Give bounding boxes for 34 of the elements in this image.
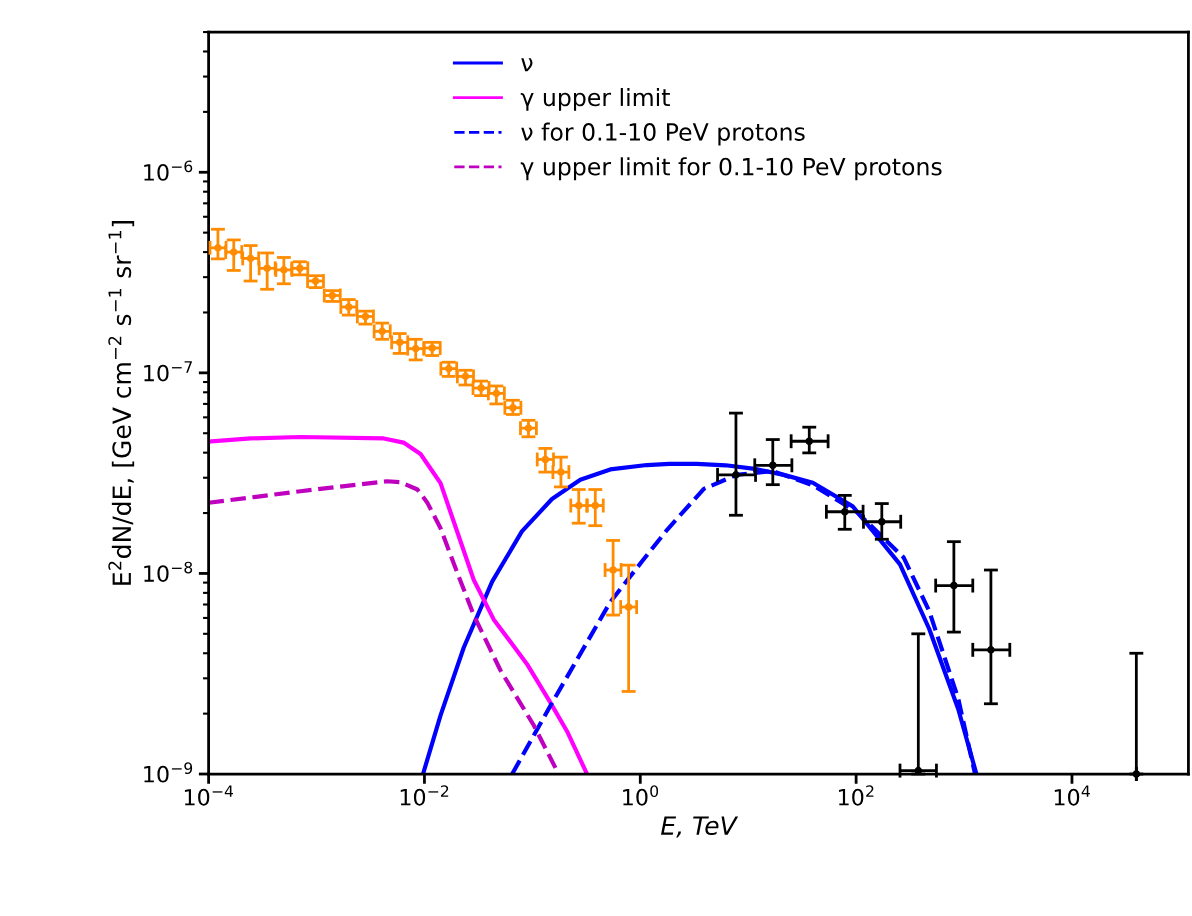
x-tick-label: 10$^{−2}$ (400, 785, 449, 806)
point (395, 338, 404, 347)
point (492, 389, 501, 398)
x-tick-label: 10$^{4}$ (1054, 785, 1090, 806)
legend-label: γ upper limit (520, 87, 670, 111)
point (229, 248, 238, 256)
point (428, 344, 437, 352)
point (574, 501, 583, 510)
x-axis-title: E, TeV (661, 816, 739, 838)
point (411, 344, 420, 353)
text: E$^{2}$dN/dE, [GeV cm$^{−2}$ s$^{−1}$ sr$^{−1}$] (108, 221, 135, 585)
point (591, 501, 600, 510)
point (609, 566, 617, 574)
y-tick-label: 10$^{−9}$ (144, 762, 193, 783)
point (624, 603, 633, 611)
x-tick-label: 10$^{0}$ (623, 785, 659, 806)
point (444, 364, 453, 373)
legend-label: ν (521, 58, 533, 72)
point (477, 384, 485, 392)
legend-label: ν for 0.1-10 PeV protons (521, 122, 805, 146)
point (246, 254, 255, 263)
legend-label: γ upper limit for 0.1-10 PeV protons (520, 157, 942, 181)
point (280, 266, 288, 274)
point (524, 424, 533, 432)
point (541, 455, 550, 464)
x-tick-label: 10$^{2}$ (839, 785, 874, 806)
point (263, 264, 272, 273)
y-tick-label: 10$^{−6}$ (144, 160, 193, 181)
y-tick-label: 10$^{−7}$ (144, 361, 192, 382)
x-tick-label: 10$^{−4}$ (184, 785, 234, 806)
y-tick-label: 10$^{−8}$ (144, 561, 193, 583)
point (461, 372, 470, 381)
point (557, 468, 565, 476)
point (214, 244, 222, 252)
